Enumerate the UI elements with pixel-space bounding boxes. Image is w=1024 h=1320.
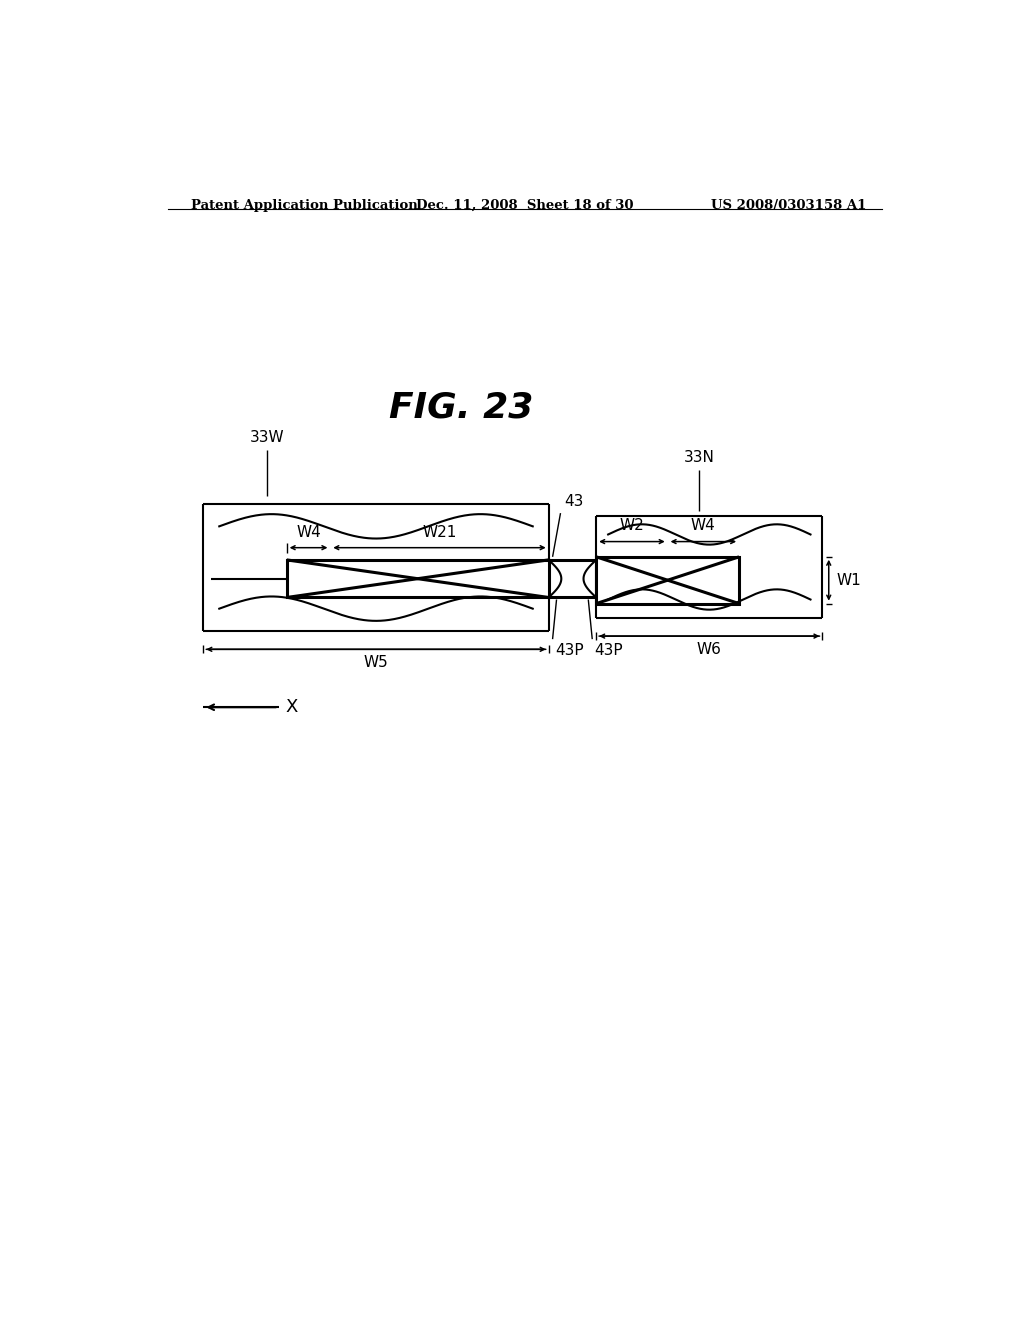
- Text: 33N: 33N: [684, 450, 715, 466]
- Text: W6: W6: [697, 643, 722, 657]
- Text: Dec. 11, 2008  Sheet 18 of 30: Dec. 11, 2008 Sheet 18 of 30: [416, 199, 634, 213]
- Text: W4: W4: [296, 524, 321, 540]
- Text: W21: W21: [422, 524, 457, 540]
- Text: W5: W5: [364, 656, 388, 671]
- Text: FIG. 23: FIG. 23: [389, 391, 534, 425]
- Text: 43P: 43P: [555, 643, 584, 659]
- Text: W2: W2: [620, 519, 644, 533]
- Text: 43P: 43P: [594, 643, 623, 659]
- Text: 33W: 33W: [250, 430, 285, 445]
- Text: W4: W4: [691, 519, 716, 533]
- Text: 43: 43: [564, 494, 584, 510]
- Bar: [596, 557, 739, 603]
- Text: W1: W1: [837, 573, 861, 587]
- Text: X: X: [285, 698, 298, 717]
- Bar: [287, 560, 549, 598]
- Text: US 2008/0303158 A1: US 2008/0303158 A1: [711, 199, 866, 213]
- Text: Patent Application Publication: Patent Application Publication: [191, 199, 418, 213]
